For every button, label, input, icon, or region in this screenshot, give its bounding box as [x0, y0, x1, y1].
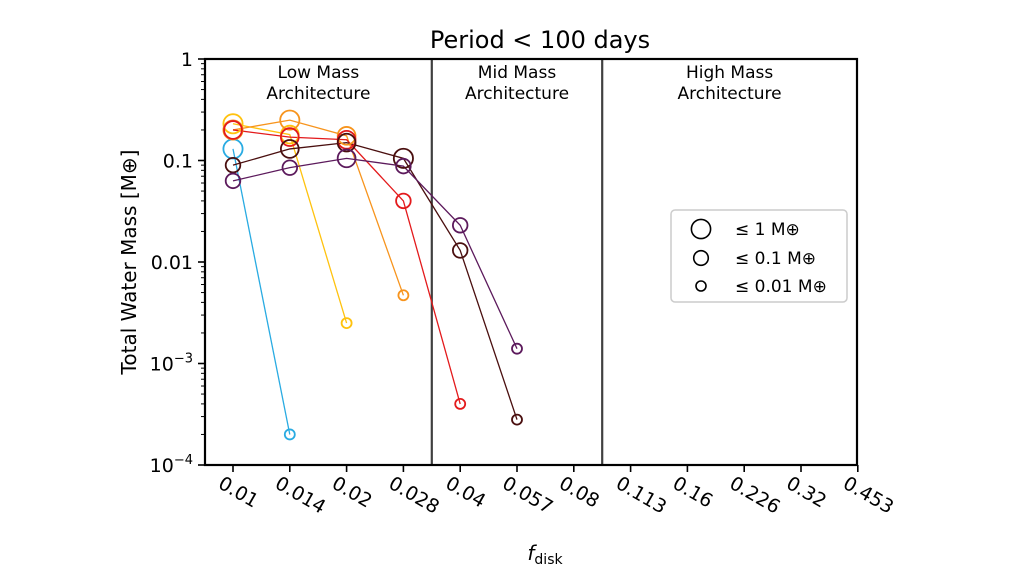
x-tick-label-8: 0.16 — [669, 472, 717, 512]
series-4-point-0 — [224, 156, 242, 174]
x-tick-label-1: 0.014 — [271, 472, 329, 518]
series-lines — [232, 119, 518, 435]
region-label-line1-1: Mid Mass — [478, 63, 557, 83]
series-line-0 — [232, 148, 291, 435]
x-tick-label-5: 0.057 — [499, 472, 557, 518]
x-tick-label-4: 0.04 — [442, 472, 490, 512]
region-label-line2-0: Architecture — [266, 84, 370, 104]
x-tick-label-2: 0.02 — [328, 472, 376, 512]
series-line-1 — [232, 123, 348, 324]
x-tick-label-10: 0.32 — [783, 472, 831, 512]
x-axis-label: fdisk — [527, 541, 563, 568]
series-line-3 — [232, 129, 461, 405]
region-label-line2-1: Architecture — [465, 84, 569, 104]
series-2-point-1 — [279, 109, 301, 131]
y-axis-label: Total Water Mass [M⊕] — [117, 150, 141, 376]
legend-label-0: ≤ 1 M⊕ — [735, 220, 800, 240]
series-3-point-3 — [395, 192, 412, 210]
series-4-point-2 — [336, 132, 357, 153]
series-3-point-4 — [454, 397, 467, 410]
series-4-point-1 — [279, 139, 300, 159]
x-axis-label-sub: disk — [534, 552, 563, 568]
legend-frame — [670, 209, 848, 303]
series-line-2 — [232, 119, 405, 296]
x-tick-label-9: 0.226 — [726, 472, 784, 518]
series-5-point-3 — [395, 157, 412, 175]
series-0-point-1 — [283, 428, 296, 441]
region-label-line1-2: High Mass — [686, 63, 773, 83]
series-line-4 — [232, 141, 518, 420]
series-4-point-4 — [452, 242, 469, 259]
series-1-point-2 — [340, 317, 353, 330]
series-2-point-3 — [397, 289, 410, 302]
marker-size-legend: ≤ 1 M⊕ ≤ 0.1 M⊕ ≤ 0.01 M⊕ — [670, 209, 848, 303]
chart-title: Period < 100 days — [430, 26, 650, 54]
legend-marker-2 — [695, 280, 707, 292]
x-tick-label-6: 0.08 — [555, 472, 603, 512]
y-tick-label-1: 0.1 — [163, 151, 193, 173]
region-label-line2-2: Architecture — [678, 84, 782, 104]
legend-marker-1 — [692, 249, 710, 267]
series-5-point-4 — [452, 217, 469, 234]
x-tick-label-0: 0.01 — [215, 472, 263, 512]
series-4-point-3 — [392, 147, 414, 169]
series-line-5 — [232, 157, 518, 349]
legend-label-2: ≤ 0.01 M⊕ — [735, 277, 827, 297]
series-5-point-1 — [281, 159, 299, 176]
y-tick-label-4: 10−4 — [150, 453, 193, 477]
y-tick-label-2: 0.01 — [151, 252, 193, 274]
legend-label-1: ≤ 0.1 M⊕ — [735, 249, 816, 269]
legend-marker-0 — [690, 218, 712, 240]
series-3-point-0 — [223, 120, 243, 140]
x-tick-label-7: 0.113 — [612, 472, 670, 518]
y-tick-label-0: 1 — [181, 49, 193, 71]
y-axis: 1 0.1 0.01 10−3 10−4 — [150, 49, 205, 477]
series-5-point-5 — [511, 342, 523, 355]
series-5-point-2 — [336, 148, 357, 169]
series-3-point-1 — [279, 127, 300, 147]
series-5-point-0 — [224, 172, 242, 190]
series-1-point-0 — [222, 113, 244, 135]
series-points — [222, 109, 523, 441]
x-axis-label-main: f — [527, 541, 537, 565]
y-tick-label-3: 10−3 — [150, 352, 193, 376]
series-4-point-5 — [511, 413, 523, 426]
region-label-line1-0: Low Mass — [278, 63, 360, 83]
x-tick-label-11: 0.453 — [839, 472, 897, 518]
x-tick-label-3: 0.028 — [385, 472, 443, 518]
region-divider-lines — [430, 59, 604, 465]
